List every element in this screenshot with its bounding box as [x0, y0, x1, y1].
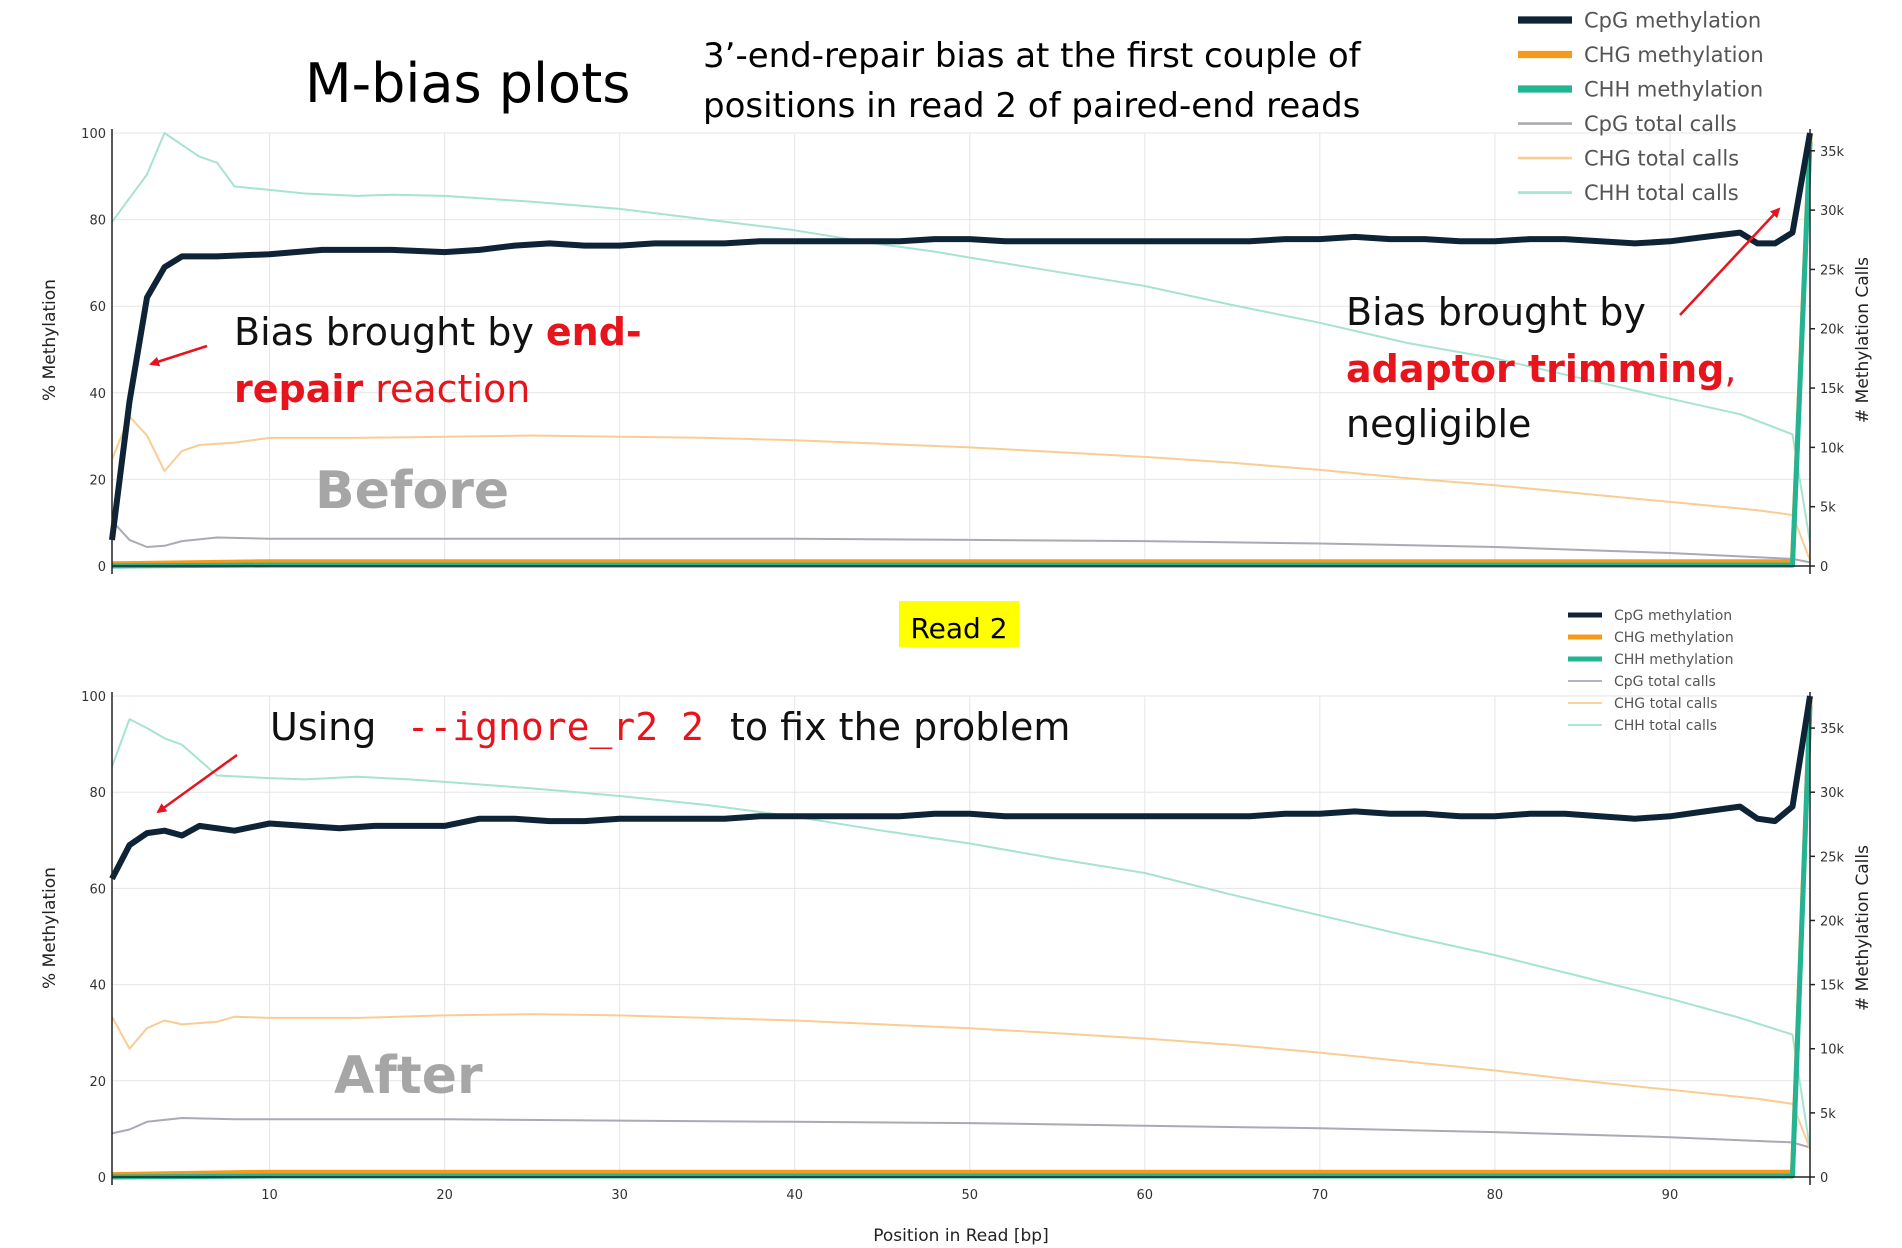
after-y2-axis-label: # Methylation Calls [1853, 845, 1873, 1011]
figure-title: M-bias plots [305, 52, 630, 115]
y-tick-label: 40 [89, 387, 106, 402]
cpg-calls-line [111, 520, 1811, 564]
chg-methylation-line [111, 700, 1813, 1178]
end-repair-text-red-3: reaction [363, 367, 530, 411]
cpg-methylation-legend-label: CpG methylation [1584, 8, 1761, 32]
end-repair-annotation-line-2: repair reaction [234, 367, 530, 411]
y2-tick-label: 20k [1820, 914, 1845, 929]
adaptor-annotation-line-2: adaptor trimming, [1346, 347, 1736, 391]
adaptor-text-red: adaptor trimming [1346, 347, 1724, 391]
y2-tick-label: 0 [1820, 560, 1828, 575]
before-y2-axis-label: # Methylation Calls [1853, 257, 1873, 423]
fix-annotation: Using --ignore_r2 2 to fix the problem [270, 705, 1070, 750]
before-series [109, 132, 1813, 569]
after-y-axis-label: % Methylation [40, 867, 60, 989]
x-tick-label: 90 [1662, 1188, 1679, 1203]
y2-tick-label: 15k [1820, 979, 1845, 994]
fix-text-pre: Using [270, 705, 388, 749]
before-y-axis-label: % Methylation [40, 279, 60, 401]
chg-calls-line [111, 1013, 1811, 1150]
y2-tick-label: 0 [1820, 1171, 1828, 1186]
y2-tick-label: 5k [1820, 1107, 1836, 1122]
chh-methylation-legend-label: CHH methylation [1584, 77, 1763, 101]
chg-methylation-line [111, 137, 1813, 567]
y-tick-label: 100 [81, 690, 106, 705]
read-label: Read 2 [910, 612, 1007, 645]
y-tick-label: 40 [89, 979, 106, 994]
y-tick-label: 20 [89, 1075, 106, 1090]
chg-calls-line [111, 415, 1811, 561]
chg-methylation-legend-label: CHG methylation [1614, 630, 1734, 646]
y2-tick-label: 20k [1820, 323, 1845, 338]
y-tick-label: 0 [98, 1171, 106, 1186]
end-repair-text-1: Bias brought by [234, 310, 546, 354]
x-tick-label: 10 [261, 1188, 278, 1203]
chh-calls-legend-label: CHH total calls [1614, 718, 1717, 734]
chh-methylation-line [111, 141, 1813, 569]
x-axis-label: Position in Read [bp] [873, 1226, 1048, 1246]
end-repair-text-red-1: end- [546, 310, 642, 354]
end-repair-text-red-2: repair [234, 367, 363, 411]
y-tick-label: 20 [89, 473, 106, 488]
read-badge [899, 601, 1019, 647]
chg-methylation-legend-label: CHG methylation [1584, 43, 1764, 67]
y2-tick-label: 30k [1820, 786, 1845, 801]
chh-methylation-line [111, 705, 1813, 1180]
adaptor-arrow [1679, 207, 1781, 316]
cpg-calls-line [111, 1117, 1811, 1149]
x-tick-label: 40 [786, 1188, 803, 1203]
after-axes: 0 20 40 60 80 100 0 5k 10k 15k 20k 25k 30k 35k 10 20 30 4… [81, 690, 1844, 1203]
adaptor-text-comma: , [1724, 347, 1736, 391]
after-series [109, 695, 1813, 1180]
y2-tick-label: 25k [1820, 263, 1845, 278]
x-tick-label: 80 [1487, 1188, 1504, 1203]
adaptor-annotation-line-3: negligible [1346, 402, 1531, 446]
chg-calls-legend-label: CHG total calls [1584, 146, 1739, 170]
y-tick-label: 80 [89, 214, 106, 229]
x-tick-label: 70 [1312, 1188, 1329, 1203]
before-axes: 0 20 40 60 80 100 0 5k 10k 15k 20k 25k 30k 35k [81, 127, 1844, 575]
chh-calls-legend-label: CHH total calls [1584, 181, 1739, 205]
chg-calls-legend-label: CHG total calls [1614, 696, 1717, 712]
before-label: Before [315, 461, 509, 521]
y2-tick-label: 35k [1820, 722, 1845, 737]
cpg-methylation-legend-label: CpG methylation [1614, 608, 1732, 624]
fix-arrow [156, 753, 238, 814]
end-repair-arrow [149, 344, 208, 367]
y2-tick-label: 35k [1820, 145, 1845, 160]
subtitle-line-2: positions in read 2 of paired-end reads [703, 86, 1360, 126]
after-chart: 0 20 40 60 80 100 0 5k 10k 15k 20k 25k 30k 35k 10 20 30 4… [40, 690, 1873, 1246]
y2-tick-label: 15k [1820, 382, 1845, 397]
y2-tick-label: 10k [1820, 441, 1845, 456]
y-tick-label: 60 [89, 300, 106, 315]
x-tick-label: 30 [611, 1188, 628, 1203]
cpg-methylation-line [109, 132, 1813, 541]
chh-calls-line [111, 132, 1811, 543]
cpg-calls-legend-label: CpG total calls [1614, 674, 1716, 690]
x-tick-label: 50 [961, 1188, 978, 1203]
before-chart: 0 20 40 60 80 100 0 5k 10k 15k 20k 25k 30k 35k % Meth… [40, 127, 1873, 575]
after-legend: CpG methylation CHG methylation CHH methyl… [1568, 608, 1734, 734]
after-label: After [334, 1046, 483, 1106]
y-tick-label: 80 [89, 786, 106, 801]
subtitle-line-1: 3’-end-repair bias at the first couple o… [703, 36, 1362, 76]
adaptor-annotation-line-1: Bias brought by [1346, 290, 1646, 334]
y-tick-label: 100 [81, 127, 106, 142]
y2-tick-label: 30k [1820, 204, 1845, 219]
end-repair-annotation-line-1: Bias brought by end- [234, 310, 642, 354]
cpg-calls-legend-label: CpG total calls [1584, 112, 1737, 136]
y-tick-label: 60 [89, 882, 106, 897]
chh-methylation-legend-label: CHH methylation [1614, 652, 1733, 668]
x-tick-label: 60 [1137, 1188, 1154, 1203]
y-tick-label: 0 [98, 560, 106, 575]
before-legend: CpG methylation CHG methylation CHH methyl… [1518, 8, 1764, 205]
y2-tick-label: 5k [1820, 501, 1836, 516]
fix-text-post: to fix the problem [718, 705, 1070, 749]
y2-tick-label: 10k [1820, 1043, 1845, 1058]
fix-text-code: --ignore_r2 2 [406, 705, 703, 750]
cpg-methylation-line [109, 695, 1813, 881]
x-tick-label: 20 [436, 1188, 453, 1203]
y2-tick-label: 25k [1820, 850, 1845, 865]
